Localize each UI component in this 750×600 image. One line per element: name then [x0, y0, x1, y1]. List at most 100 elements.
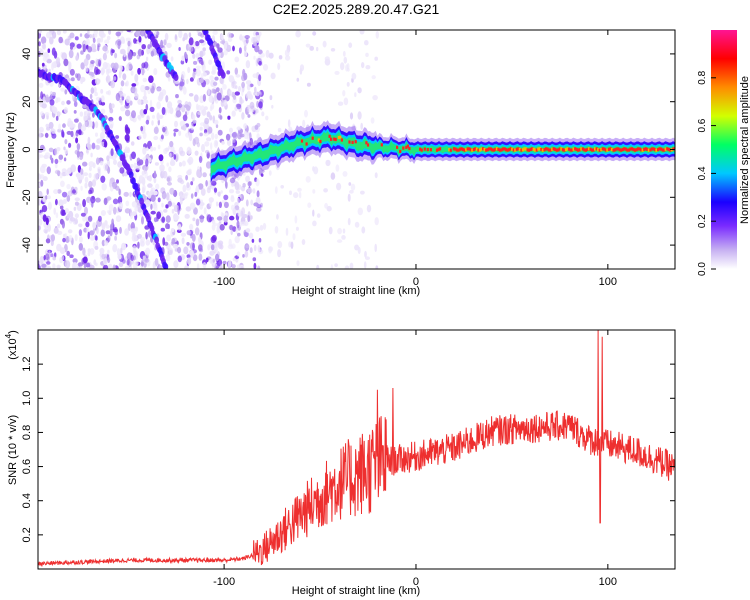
noise-speck: [316, 46, 319, 52]
noise-speck: [252, 257, 257, 262]
noise-speck: [100, 160, 104, 166]
noise-speck: [80, 212, 86, 217]
noise-speck: [106, 196, 112, 201]
noise-speck: [269, 95, 273, 101]
noise-speck: [192, 53, 196, 59]
noise-speck: [38, 126, 44, 133]
noise-speck: [130, 254, 134, 261]
noise-speck: [131, 83, 137, 87]
noise-speck: [91, 179, 97, 187]
noise-speck: [108, 120, 114, 129]
noise-speck: [307, 202, 312, 208]
noise-speck: [334, 70, 340, 75]
noise-speck: [330, 172, 336, 180]
noise-speck: [268, 246, 274, 252]
carrier-core: [567, 147, 571, 151]
noise-speck: [144, 170, 148, 179]
noise-speck: [87, 248, 91, 253]
noise-speck: [130, 141, 135, 146]
noise-speck: [47, 223, 51, 232]
noise-speck: [41, 43, 46, 50]
noise-speck: [229, 127, 233, 133]
noise-speck: [130, 70, 134, 76]
carrier-core: [340, 138, 343, 142]
noise-speck: [167, 101, 173, 109]
carrier-core: [471, 148, 474, 152]
carrier-core: [557, 148, 560, 152]
noise-speck: [197, 111, 202, 115]
noise-speck: [258, 74, 262, 82]
noise-speck: [107, 249, 110, 254]
noise-speck: [359, 30, 365, 35]
noise-speck: [186, 254, 191, 258]
carrier-core: [505, 148, 508, 152]
noise-speck: [287, 119, 291, 128]
noise-speck: [66, 183, 71, 190]
noise-speck: [192, 114, 196, 120]
noise-speck: [165, 95, 169, 103]
noise-speck: [130, 228, 136, 233]
noise-speck: [181, 55, 185, 62]
noise-speck: [79, 152, 84, 161]
noise-speck: [172, 243, 179, 249]
noise-speck: [342, 90, 346, 97]
noise-speck: [186, 146, 192, 155]
noise-speck: [93, 259, 97, 266]
y-tick-label: -20: [21, 189, 33, 205]
noise-speck: [142, 77, 147, 83]
noise-speck: [252, 188, 256, 194]
noise-speck: [43, 154, 49, 159]
noise-speck: [103, 140, 108, 148]
noise-speck: [112, 198, 119, 205]
carrier-core: [571, 148, 574, 152]
noise-speck: [60, 209, 66, 216]
noise-speck: [262, 64, 269, 71]
noise-speck: [68, 49, 74, 59]
noise-speck: [186, 78, 189, 85]
noise-speck: [156, 112, 160, 121]
noise-speck: [364, 40, 369, 46]
noise-speck: [56, 243, 62, 252]
noise-speck: [45, 238, 51, 244]
noise-speck: [374, 217, 379, 226]
carrier-core: [483, 148, 486, 152]
carrier-core: [402, 146, 405, 150]
noise-speck: [237, 208, 242, 217]
colorbar-tick-label: 0.8: [697, 70, 708, 84]
noise-speck: [336, 182, 342, 191]
noise-speck: [118, 188, 121, 196]
noise-speck: [223, 49, 228, 56]
noise-speck: [121, 93, 126, 97]
carrier-core: [572, 147, 575, 151]
noise-speck: [149, 84, 153, 89]
carrier-core: [406, 144, 409, 148]
carrier-core: [591, 148, 594, 152]
noise-speck: [223, 99, 228, 106]
noise-speck: [203, 106, 208, 111]
noise-speck: [150, 194, 156, 202]
noise-speck: [260, 53, 265, 58]
carrier-core: [512, 148, 515, 152]
noise-speck: [194, 227, 200, 236]
noise-speck: [225, 133, 231, 141]
noise-speck: [140, 112, 145, 118]
carrier-core: [558, 147, 561, 151]
noise-speck: [74, 213, 79, 219]
noise-speck: [87, 143, 92, 151]
noise-speck: [354, 221, 360, 228]
noise-speck: [187, 257, 192, 265]
noise-speck: [210, 244, 215, 251]
noise-speck: [254, 124, 259, 130]
noise-speck: [236, 220, 240, 229]
noise-speck: [57, 189, 62, 194]
noise-speck: [249, 247, 253, 254]
noise-speck: [154, 258, 159, 266]
noise-speck: [278, 55, 283, 60]
noise-speck: [127, 223, 131, 232]
carrier-core: [577, 148, 580, 152]
noise-speck: [217, 191, 221, 197]
noise-speck: [212, 30, 218, 36]
carrier-core: [606, 148, 609, 152]
noise-speck: [231, 110, 236, 117]
noise-speck: [255, 31, 260, 36]
